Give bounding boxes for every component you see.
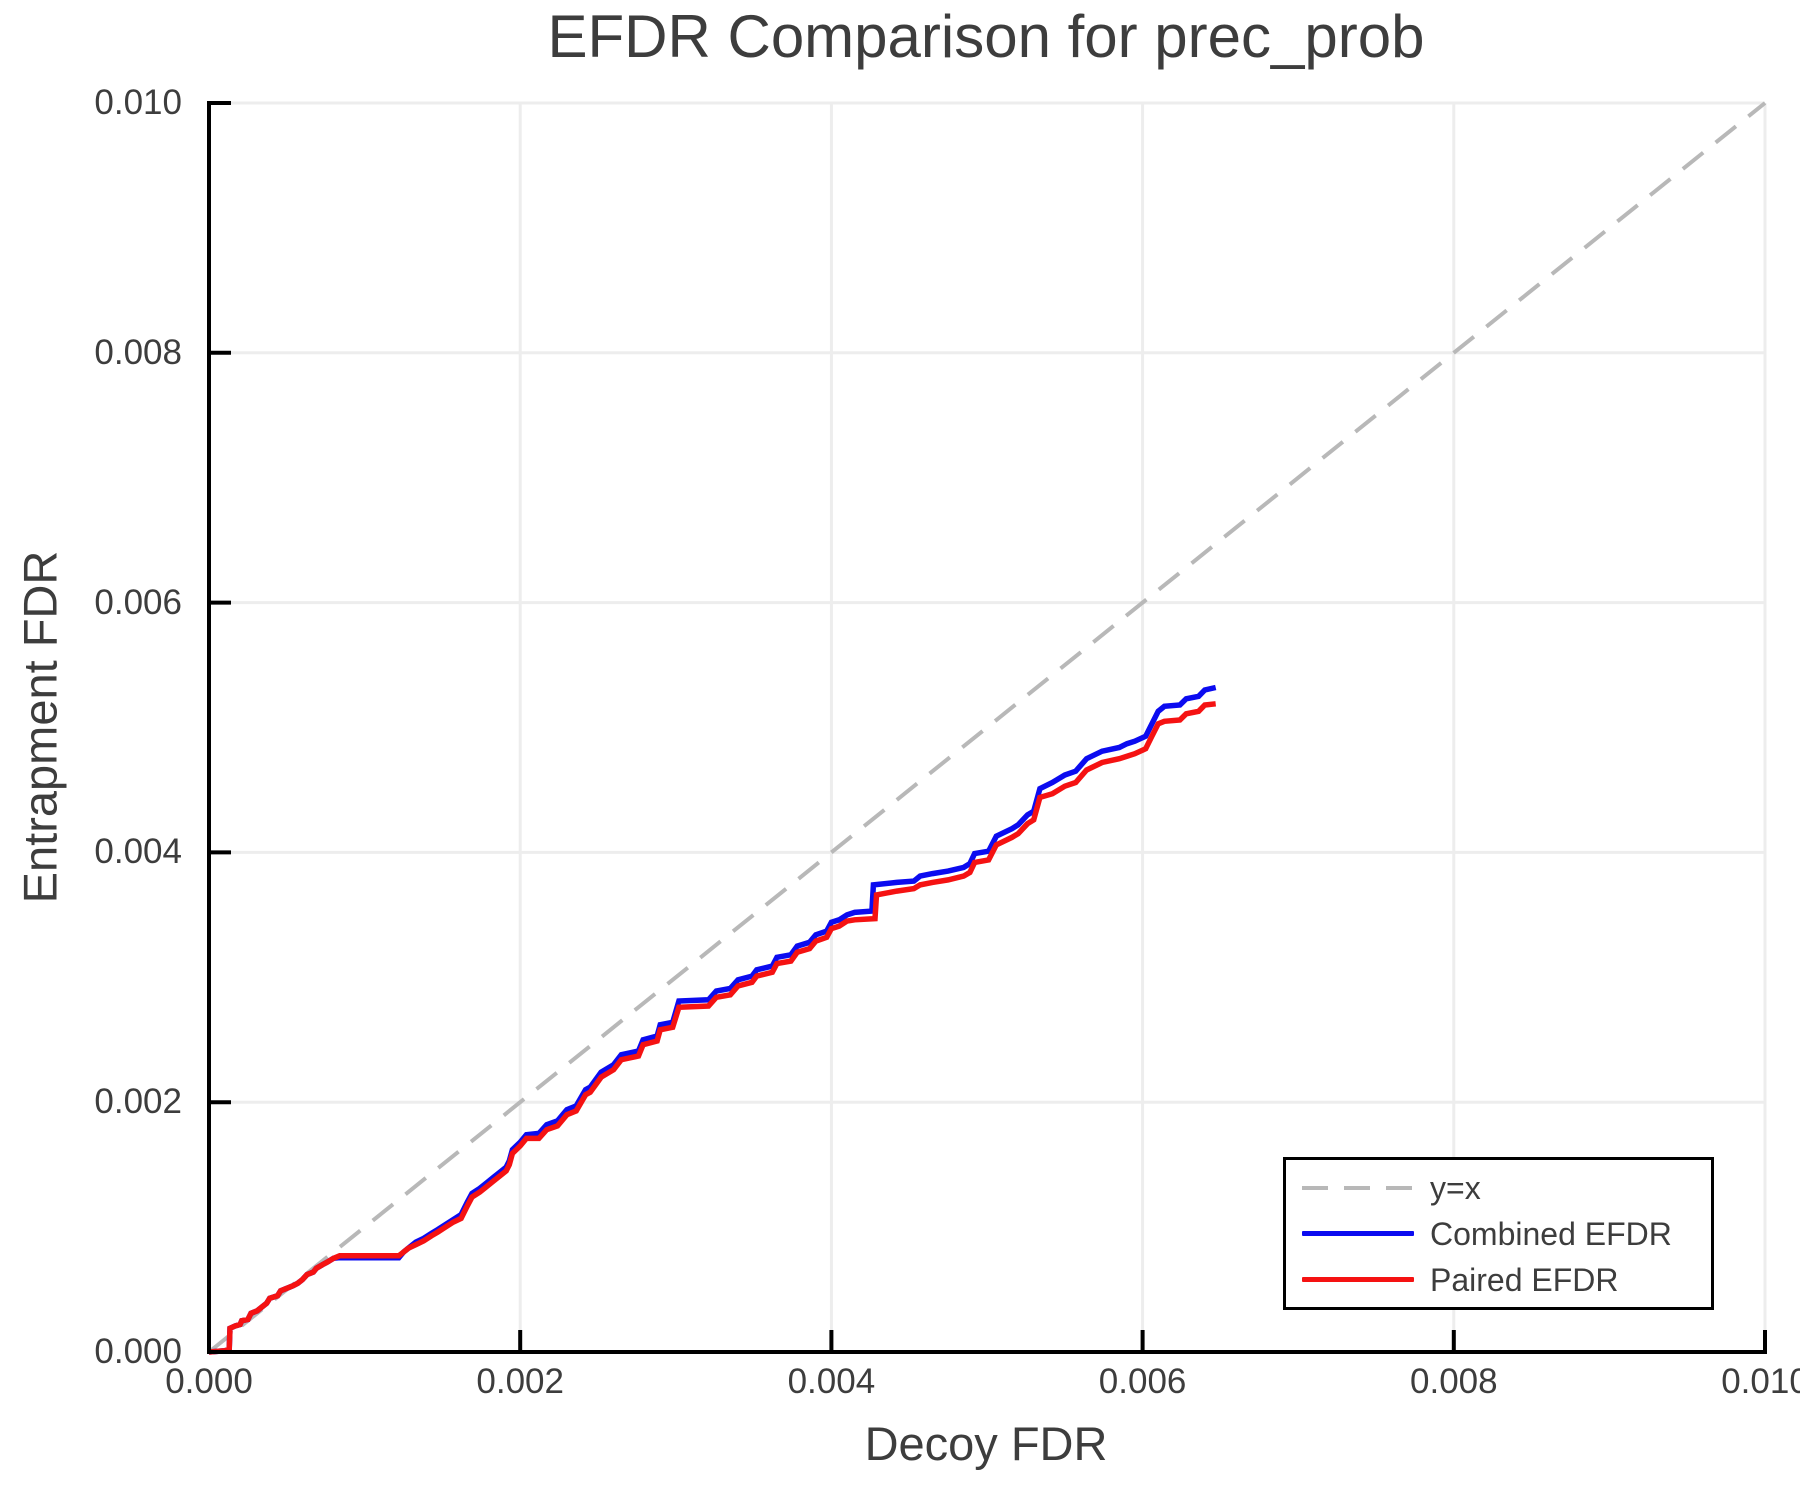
legend-dashed-line-swatch [1302,1185,1414,1190]
x-tick-label: 0.010 [1721,1362,1800,1401]
y-tick-label: 0.006 [94,582,182,622]
x-axis-label: Decoy FDR [864,1417,1108,1470]
legend-item-yx: y=x [1302,1167,1695,1209]
legend-item-combined-efdr: Combined EFDR [1302,1213,1695,1255]
y-tick-label: 0.004 [94,832,182,872]
y-tick-label: 0.010 [94,83,182,122]
y-tick-label: 0.002 [94,1082,182,1122]
legend: y=x Combined EFDR Paired EFDR [1283,1157,1714,1310]
legend-label-yx: y=x [1430,1169,1481,1206]
legend-item-paired-efdr: Paired EFDR [1302,1259,1695,1301]
x-tick-label: 0.000 [165,1362,253,1401]
series-line-y-x [207,101,1767,1354]
legend-blue-line-swatch [1302,1231,1414,1236]
x-tick-label: 0.004 [787,1362,876,1401]
legend-label-paired-efdr: Paired EFDR [1430,1261,1619,1298]
y-axis-label: Entrapment FDR [13,550,67,904]
y-tick-label: 0.000 [94,1332,182,1371]
x-tick-label: 0.006 [1098,1362,1187,1401]
legend-label-combined-efdr: Combined EFDR [1430,1215,1672,1252]
chart-title: EFDR Comparison for prec_prob [547,3,1425,70]
x-tick-label: 0.008 [1410,1362,1498,1401]
y-tick-label: 0.008 [94,332,182,372]
series-line-paired-efdr [208,701,1217,1355]
legend-red-line-swatch [1302,1277,1414,1282]
x-tick-label: 0.002 [476,1362,564,1401]
